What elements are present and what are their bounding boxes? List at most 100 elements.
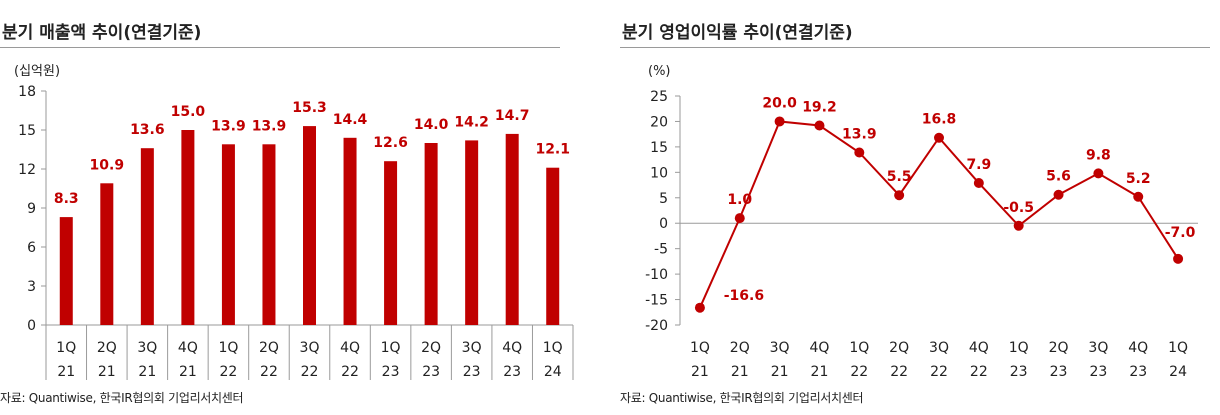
y-tick-label: -15 [645, 293, 668, 309]
bar-value-label: 8.3 [54, 191, 79, 207]
bar-value-label: 10.9 [90, 157, 125, 173]
x-tick-label-quarter: 3Q [137, 340, 157, 356]
bar-value-label: 15.3 [292, 100, 327, 116]
bar-value-label: 13.9 [252, 118, 287, 134]
x-tick-label-quarter: 2Q [421, 340, 441, 356]
bar-value-label: 15.0 [171, 104, 206, 120]
data-point [854, 147, 865, 158]
x-tick-label-year: 21 [771, 364, 789, 380]
x-tick-label-quarter: 2Q [730, 340, 750, 356]
x-tick-label-year: 23 [1129, 364, 1147, 380]
x-tick-label-quarter: 4Q [969, 340, 989, 356]
x-tick-label-year: 22 [260, 364, 278, 380]
bar [140, 148, 154, 325]
x-tick-label-quarter: 1Q [381, 340, 401, 356]
revenue-chart-panel: 분기 매출액 추이(연결기준) (십억원) 0 3 6 9 12 15 18 8.3 1Q 21 10… [0, 0, 600, 415]
y-tick-label: 20 [650, 114, 668, 130]
x-tick-label-year: 23 [1089, 364, 1107, 380]
bar [181, 130, 195, 325]
margin-chart-title: 분기 영업이익률 추이(연결기준) [622, 23, 853, 43]
x-tick-label-quarter: 3Q [929, 340, 949, 356]
x-tick-label-year: 23 [463, 364, 481, 380]
x-tick-label-year: 21 [138, 364, 156, 380]
x-tick-label-quarter: 2Q [259, 340, 279, 356]
x-tick-label-year: 21 [811, 364, 829, 380]
bar [303, 126, 316, 325]
data-point [694, 302, 705, 313]
x-tick-label-year: 21 [731, 364, 749, 380]
x-tick-label-quarter: 4Q [1128, 340, 1148, 356]
y-tick-label: 18 [18, 84, 36, 100]
x-tick-label-quarter: 1Q [543, 340, 563, 356]
x-tick-label-year: 21 [691, 364, 709, 380]
data-point [973, 178, 984, 189]
x-tick-label-quarter: 4Q [809, 340, 829, 356]
x-tick-label-year: 21 [57, 364, 75, 380]
point-value-label: 5.5 [887, 169, 912, 185]
x-tick-label-quarter: 3Q [1088, 340, 1108, 356]
bar [100, 183, 114, 325]
point-value-label: -16.6 [724, 288, 764, 304]
bar [465, 140, 479, 325]
x-tick-label-year: 23 [382, 364, 400, 380]
data-point [814, 120, 825, 131]
y-tick-label: 0 [659, 216, 668, 232]
margin-line-chart: (%) -20 -15 -10 -5 0 5 10 15 20 25 -16.6 1Q 21 1.0 2Q 21… [645, 64, 1198, 380]
x-tick-label-quarter: 1Q [690, 340, 710, 356]
x-tick-label-year: 22 [220, 364, 238, 380]
y-tick-label: -20 [645, 318, 668, 334]
bar [505, 133, 519, 325]
bar-value-label: 13.9 [211, 118, 246, 134]
bar [343, 137, 357, 325]
x-tick-label-year: 24 [1169, 364, 1187, 380]
data-point [1013, 220, 1024, 231]
y-tick-label: 9 [27, 201, 36, 217]
margin-chart-source: 자료: Quantiwise, 한국IR협의회 기업리서치센터 [620, 391, 864, 405]
x-tick-label-quarter: 4Q [178, 340, 198, 356]
data-point [734, 213, 745, 224]
point-value-label: -7.0 [1165, 225, 1196, 241]
x-tick-label-year: 23 [1050, 364, 1068, 380]
x-tick-label-quarter: 3Q [462, 340, 482, 356]
x-tick-label-quarter: 1Q [1168, 340, 1188, 356]
x-tick-label-year: 22 [890, 364, 908, 380]
point-value-label: -0.5 [1003, 200, 1034, 216]
bar-value-label: 12.1 [535, 142, 570, 158]
point-value-label: 19.2 [802, 100, 837, 116]
bar-value-label: 14.4 [333, 112, 368, 128]
bar [384, 161, 398, 325]
x-tick-label-quarter: 2Q [889, 340, 909, 356]
y-tick-label: -10 [645, 267, 668, 283]
point-value-label: 1.0 [727, 192, 752, 208]
y-axis-unit-label: (%) [648, 64, 671, 79]
point-value-label: 5.2 [1126, 171, 1151, 187]
y-tick-label: 15 [18, 123, 36, 139]
x-tick-label-quarter: 1Q [1009, 340, 1029, 356]
bar-value-label: 14.0 [414, 117, 449, 133]
x-tick-label-year: 23 [1010, 364, 1028, 380]
point-value-label: 5.6 [1046, 169, 1071, 185]
bar [424, 143, 438, 325]
revenue-chart-title: 분기 매출액 추이(연결기준) [2, 23, 202, 43]
point-value-label: 9.8 [1086, 147, 1111, 163]
bar-value-label: 13.6 [130, 122, 165, 138]
y-tick-label: 6 [27, 240, 36, 256]
bar-value-label: 14.2 [454, 114, 489, 130]
x-tick-label-year: 22 [341, 364, 359, 380]
x-tick-label-year: 22 [970, 364, 988, 380]
x-tick-label-year: 21 [98, 364, 116, 380]
y-tick-label: 12 [18, 162, 36, 178]
y-tick-label: 5 [659, 191, 668, 207]
data-point [1133, 191, 1144, 202]
x-tick-label-year: 22 [850, 364, 868, 380]
y-tick-label: 3 [27, 279, 36, 295]
bar [546, 167, 560, 325]
data-point [1053, 189, 1064, 200]
y-axis-unit-label: (십억원) [14, 64, 60, 79]
x-tick-label-year: 24 [544, 364, 562, 380]
x-tick-label-quarter: 1Q [849, 340, 869, 356]
y-tick-label: 15 [650, 140, 668, 156]
revenue-bar-chart: (십억원) 0 3 6 9 12 15 18 8.3 1Q 21 10.9 2Q 21 13.6 3Q 21 15… [14, 64, 574, 380]
x-tick-label-quarter: 3Q [300, 340, 320, 356]
y-tick-label: 0 [27, 318, 36, 334]
